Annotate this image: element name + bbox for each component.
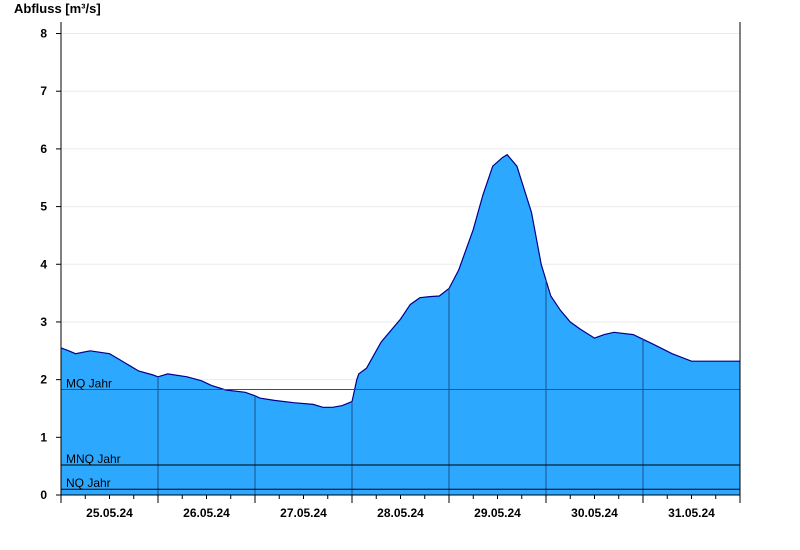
x-tick-label: 28.05.24: [377, 506, 424, 520]
y-tick-label: 0: [40, 488, 47, 502]
reference-label: NQ Jahr: [66, 476, 111, 490]
x-tick-label: 27.05.24: [280, 506, 327, 520]
y-tick-label: 7: [40, 84, 47, 98]
discharge-area: [61, 154, 740, 495]
y-tick-label: 4: [40, 257, 47, 271]
y-tick-label: 3: [40, 315, 47, 329]
y-tick-label: 1: [40, 430, 47, 444]
x-tick-label: 26.05.24: [183, 506, 230, 520]
reference-label: MQ Jahr: [66, 376, 112, 390]
x-tick-label: 30.05.24: [571, 506, 618, 520]
x-tick-label: 25.05.24: [86, 506, 133, 520]
y-axis-title: Abfluss [m³/s]: [14, 1, 101, 16]
y-tick-label: 5: [40, 200, 47, 214]
reference-label: MNQ Jahr: [66, 452, 121, 466]
x-tick-label: 29.05.24: [474, 506, 521, 520]
y-tick-label: 6: [40, 142, 47, 156]
y-tick-label: 2: [40, 373, 47, 387]
x-tick-label: 31.05.24: [668, 506, 715, 520]
discharge-line: [60, 153, 740, 408]
y-tick-label: 8: [40, 27, 47, 41]
